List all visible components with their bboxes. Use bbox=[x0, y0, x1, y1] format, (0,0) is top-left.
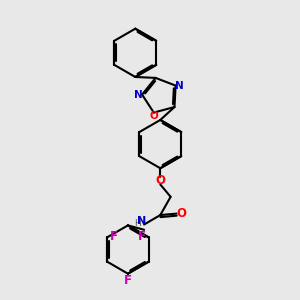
Text: N: N bbox=[134, 90, 142, 100]
Text: F: F bbox=[138, 230, 146, 243]
Text: N: N bbox=[176, 81, 184, 91]
Text: F: F bbox=[110, 230, 118, 243]
Text: F: F bbox=[124, 274, 132, 286]
Text: N: N bbox=[137, 216, 146, 226]
Text: O: O bbox=[149, 111, 158, 122]
Text: H: H bbox=[134, 218, 141, 227]
Text: O: O bbox=[177, 207, 187, 220]
Text: O: O bbox=[155, 174, 165, 187]
